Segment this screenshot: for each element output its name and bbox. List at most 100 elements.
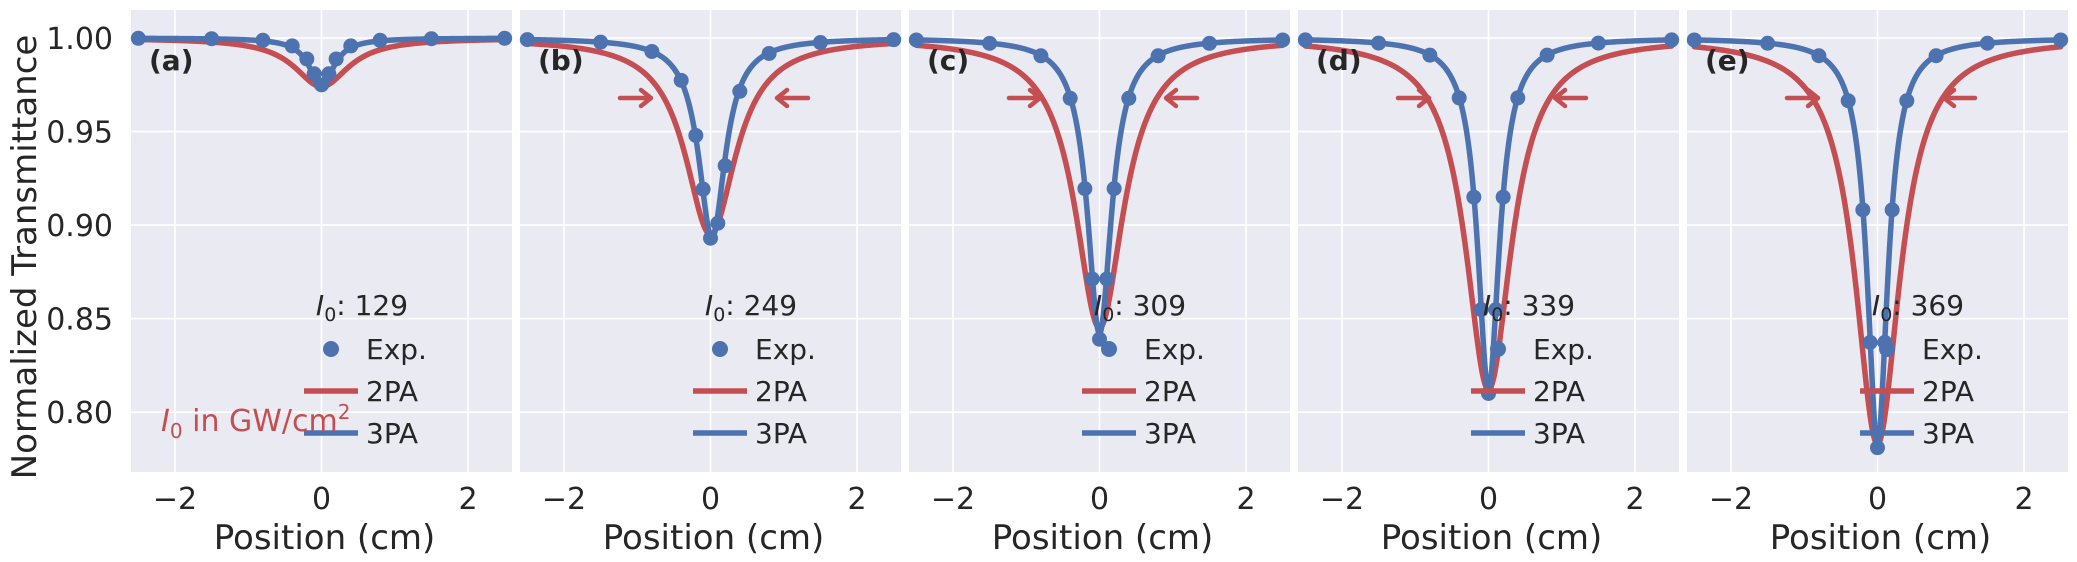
x-tick-label: −2 <box>1709 482 1753 517</box>
legend-label-3pa: 3PA <box>1922 417 1974 450</box>
x-tick-label: 2 <box>1625 482 1644 517</box>
x-tick-label: 0 <box>1868 482 1887 517</box>
panel-label: (b) <box>538 44 584 77</box>
exp-point <box>1928 48 1944 64</box>
panel-label: (a) <box>149 44 194 77</box>
y-axis-label: Normalized Transmittance <box>5 35 45 480</box>
legend-marker-exp <box>323 341 339 357</box>
legend-title: I0: 309 <box>1094 289 1186 326</box>
exp-point <box>761 45 777 61</box>
arrow-left-icon <box>1163 87 1200 109</box>
legend-label-2pa: 2PA <box>755 375 807 408</box>
exp-point <box>1451 90 1467 106</box>
exp-point <box>1899 93 1915 109</box>
legend-label-2pa: 2PA <box>1144 375 1196 408</box>
legend-label-3pa: 3PA <box>755 417 807 450</box>
legend-title: I0: 369 <box>1872 289 1964 326</box>
exp-point <box>1495 189 1511 205</box>
arrow-right-icon <box>1395 87 1432 109</box>
legend-label-3pa: 3PA <box>1533 417 1585 450</box>
arrow-right-icon <box>617 87 654 109</box>
exp-point <box>688 127 704 143</box>
y-tick-label: 0.95 <box>46 116 113 151</box>
exp-point <box>2053 32 2069 48</box>
arrow-right-icon <box>1784 87 1821 109</box>
exp-point <box>1539 47 1555 63</box>
legend-label-exp: Exp. <box>755 333 816 366</box>
exp-point <box>1150 48 1166 64</box>
exp-point <box>343 38 359 54</box>
x-tick-label: 2 <box>458 482 477 517</box>
exp-point <box>1466 189 1482 205</box>
exp-point <box>423 31 439 47</box>
exp-point <box>204 31 220 47</box>
exp-point <box>593 34 609 50</box>
scan-direction-arrows <box>1395 87 1589 109</box>
x-tick-label: −2 <box>931 482 975 517</box>
exp-point <box>982 35 998 51</box>
exp-point <box>1862 334 1878 350</box>
legend-marker-exp <box>712 341 728 357</box>
exp-point <box>1099 271 1115 287</box>
x-axis-label: Position (cm) <box>603 518 825 558</box>
legend-label-3pa: 3PA <box>366 417 418 450</box>
exp-point <box>908 32 924 48</box>
x-tick-label: 0 <box>1090 482 1109 517</box>
x-tick-label: 2 <box>847 482 866 517</box>
exp-point <box>1077 181 1093 197</box>
exp-point <box>644 43 660 59</box>
y-tick-label: 1.00 <box>46 22 113 57</box>
scan-direction-arrows <box>617 87 811 109</box>
exp-point <box>1884 202 1900 218</box>
exp-point <box>1686 32 1702 48</box>
legend-marker-exp <box>1879 341 1895 357</box>
x-tick-label: 2 <box>2014 482 2033 517</box>
legend-title: I0: 129 <box>316 289 408 326</box>
exp-point <box>1371 35 1387 51</box>
exp-point <box>732 83 748 99</box>
exp-point <box>1488 302 1504 318</box>
x-axis-label: Position (cm) <box>1770 518 1992 558</box>
legend-label-2pa: 2PA <box>1533 375 1585 408</box>
exp-point <box>1760 35 1776 51</box>
series-exp-markers <box>908 32 1291 347</box>
exp-point <box>1033 48 1049 64</box>
x-axis-label: Position (cm) <box>992 518 1214 558</box>
series-exp-markers <box>130 30 513 93</box>
arrow-right-icon <box>1006 87 1043 109</box>
arrow-left-icon <box>774 87 811 109</box>
panel-e: (e) I0: 369 Exp. 2PA 3PA −2 0 2 Position (cm) <box>1686 10 2069 558</box>
legend-label-exp: Exp. <box>366 333 427 366</box>
exp-point <box>372 32 388 48</box>
panel-c: (c) I0: 309 Exp. 2PA 3PA −2 0 2 Position (cm) <box>908 10 1291 558</box>
x-tick-label: −2 <box>1320 482 1364 517</box>
exp-point <box>328 51 344 67</box>
panel-label: (d) <box>1316 44 1362 77</box>
exp-point <box>703 230 718 246</box>
exp-point <box>1979 35 1995 51</box>
exp-point <box>673 72 689 88</box>
exp-point <box>1275 32 1291 48</box>
x-tick-label: 2 <box>1236 482 1255 517</box>
exp-point <box>1855 202 1871 218</box>
panel-d: (d) I0: 339 Exp. 2PA 3PA −2 0 2 Position (cm) <box>1297 10 1680 558</box>
scan-direction-arrows <box>1784 87 1978 109</box>
exp-point <box>519 32 535 48</box>
x-tick-label: 0 <box>1479 482 1498 517</box>
legend-marker-exp <box>1101 341 1117 357</box>
exp-point <box>1422 47 1438 63</box>
x-tick-label: −2 <box>153 482 197 517</box>
y-tick-label: 0.85 <box>46 303 113 338</box>
x-tick-label: 0 <box>701 482 720 517</box>
exp-point <box>255 32 271 48</box>
exp-point <box>1297 32 1313 48</box>
x-tick-label: 0 <box>312 482 331 517</box>
legend-label-2pa: 2PA <box>1922 375 1974 408</box>
exp-point <box>1510 90 1526 106</box>
exp-point <box>497 30 513 46</box>
exp-point <box>306 66 322 82</box>
exp-point <box>1870 440 1885 456</box>
exp-point <box>1811 48 1827 64</box>
scan-direction-arrows <box>1006 87 1200 109</box>
